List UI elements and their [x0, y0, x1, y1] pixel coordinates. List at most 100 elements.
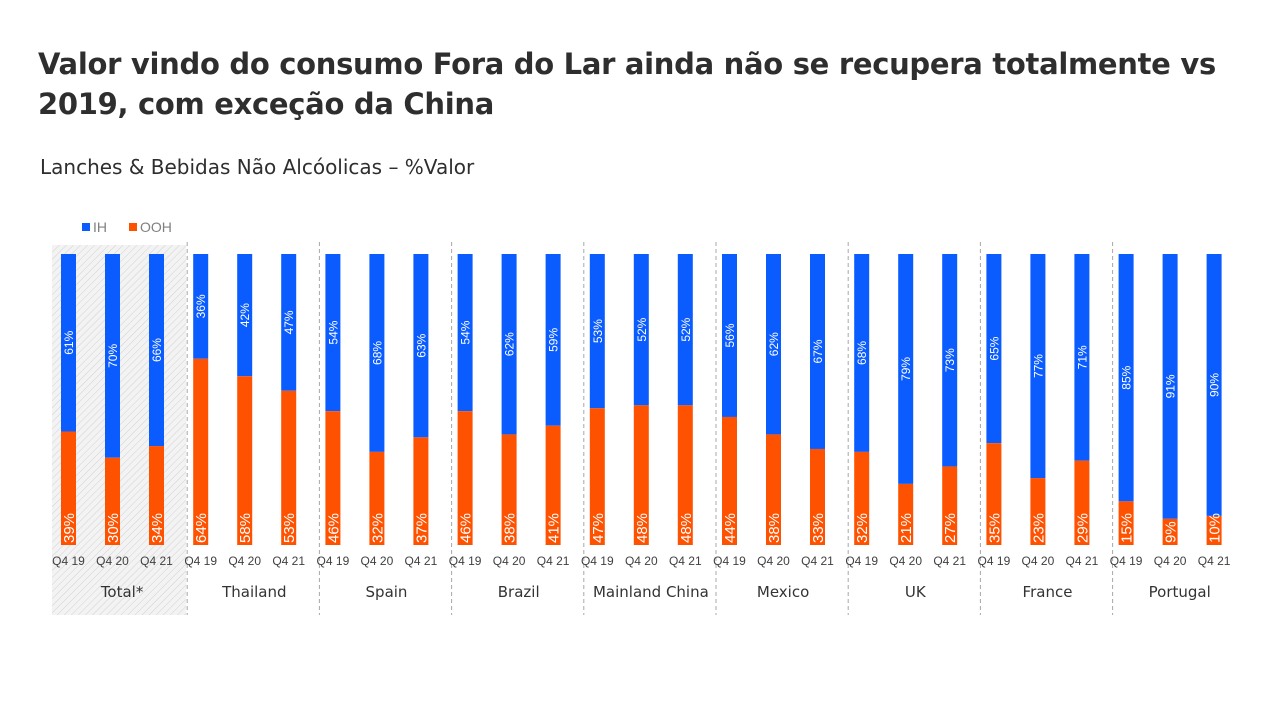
bar-ih [61, 254, 76, 432]
data-label-ooh: 30% [105, 513, 122, 543]
category-tick-label: Q4 20 [625, 554, 658, 568]
bar-ooh [149, 446, 164, 545]
bar-ih [722, 254, 737, 417]
category-tick-label: Q4 21 [1198, 554, 1231, 568]
data-label-ooh: 53% [281, 513, 298, 543]
category-tick-label: Q4 19 [978, 554, 1011, 568]
bar-ooh [105, 457, 120, 545]
bar-ooh [633, 405, 649, 545]
group-label: France [1023, 583, 1073, 601]
category-tick-label: Q4 20 [361, 554, 394, 568]
data-label-ih: 85% [1120, 365, 1134, 389]
category-tick-label: Q4 21 [140, 554, 173, 568]
category-tick-label: Q4 19 [845, 554, 878, 568]
data-label-ooh: 33% [810, 513, 827, 543]
bar-ooh [810, 448, 825, 545]
bar-ooh [501, 434, 517, 545]
legend-item-ooh: OOH [129, 219, 172, 235]
bar-ih [413, 254, 429, 438]
data-label-ih: 90% [1208, 373, 1222, 397]
data-label-ooh: 47% [590, 513, 607, 543]
bar-ooh [457, 411, 473, 545]
bar-ooh [325, 411, 341, 545]
bar-ooh [589, 408, 605, 545]
bar-ooh [677, 405, 693, 545]
bar-ooh [1074, 460, 1090, 545]
bar-ooh [942, 466, 958, 545]
category-tick-label: Q4 21 [933, 554, 966, 568]
data-label-ih: 53% [591, 319, 605, 343]
data-label-ih: 91% [1164, 374, 1178, 398]
bar-ih [457, 254, 473, 412]
data-label-ih: 59% [547, 328, 561, 352]
bar-ooh [722, 416, 737, 545]
category-tick-label: Q4 20 [1022, 554, 1055, 568]
data-label-ooh: 39% [61, 513, 78, 543]
data-label-ooh: 46% [325, 513, 342, 543]
category-tick-label: Q4 19 [317, 554, 350, 568]
category-tick-label: Q4 19 [184, 554, 217, 568]
bar-ih [766, 254, 781, 435]
bar-ih [325, 254, 341, 412]
data-label-ooh: 15% [1119, 513, 1136, 543]
bar-ih [105, 254, 120, 458]
category-tick-label: Q4 21 [272, 554, 305, 568]
category-tick-label: Q4 19 [581, 554, 614, 568]
bar-ih [898, 254, 914, 484]
data-label-ih: 73% [943, 348, 957, 372]
legend-swatch-ih [82, 223, 90, 231]
bar-ooh [986, 443, 1002, 545]
group-label: Portugal [1149, 583, 1211, 601]
data-label-ooh: 37% [413, 513, 430, 543]
category-tick-label: Q4 20 [1154, 554, 1187, 568]
slide-title: Valor vindo do consumo Fora do Lar ainda… [38, 47, 1216, 121]
category-tick-label: Q4 21 [405, 554, 438, 568]
data-label-ih: 47% [282, 310, 296, 334]
category-tick-label: Q4 21 [537, 554, 570, 568]
category-tick-label: Q4 19 [449, 554, 482, 568]
category-tick-label: Q4 20 [493, 554, 526, 568]
data-label-ih: 62% [503, 332, 517, 356]
bar-ih [501, 254, 517, 435]
bar-ih [281, 254, 297, 391]
data-label-ooh: 48% [678, 513, 695, 543]
data-label-ih: 62% [767, 332, 781, 356]
category-tick-label: Q4 21 [801, 554, 834, 568]
bar-ih [1206, 254, 1222, 516]
data-label-ih: 52% [635, 317, 649, 341]
data-label-ih: 67% [811, 339, 825, 363]
group-label: Mainland China [593, 583, 709, 601]
bar-ooh [369, 451, 385, 545]
bar-ooh [766, 434, 781, 545]
group-label: UK [905, 583, 927, 601]
bar-ih [589, 254, 605, 409]
bar-ih [193, 254, 209, 359]
data-label-ih: 54% [326, 320, 340, 344]
bar-ooh [193, 358, 209, 545]
data-label-ooh: 38% [766, 513, 783, 543]
bar-ih [854, 254, 870, 452]
data-label-ih: 63% [414, 333, 428, 357]
data-label-ooh: 64% [193, 513, 210, 543]
bar-ih [369, 254, 385, 452]
category-tick-label: Q4 19 [1110, 554, 1143, 568]
data-label-ih: 71% [1075, 345, 1089, 369]
data-label-ih: 42% [238, 303, 252, 327]
data-label-ooh: 9% [1163, 521, 1180, 543]
data-label-ih: 66% [150, 338, 164, 362]
bar-ih [237, 254, 253, 377]
data-label-ih: 52% [679, 317, 693, 341]
data-label-ooh: 48% [634, 513, 651, 543]
legend-label-ooh: OOH [140, 219, 172, 235]
bar-ooh [61, 431, 76, 545]
bar-ooh [854, 451, 870, 545]
data-label-ooh: 58% [237, 513, 254, 543]
category-tick-label: Q4 20 [889, 554, 922, 568]
data-label-ih: 54% [459, 320, 473, 344]
category-tick-label: Q4 19 [52, 554, 85, 568]
bar-ih [1118, 254, 1134, 502]
data-label-ih: 68% [855, 341, 869, 365]
bar-ih [149, 254, 164, 447]
bar-ih [810, 254, 825, 449]
